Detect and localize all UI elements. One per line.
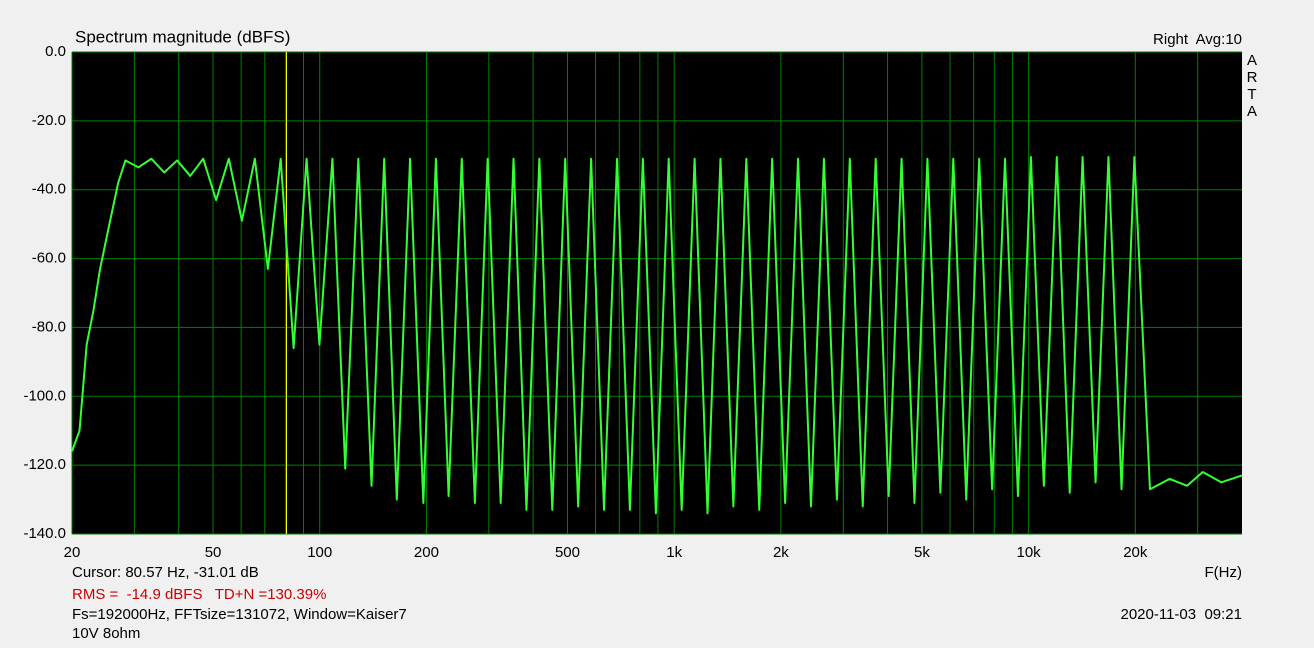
x-tick-label: 2k <box>773 544 789 561</box>
x-axis-label: F(Hz) <box>1205 564 1243 581</box>
rms-readout: RMS = -14.9 dBFS TD+N =130.39% <box>72 586 326 603</box>
brand-letter: A <box>1247 52 1257 69</box>
y-tick-label: -120.0 <box>23 456 66 473</box>
brand-letter: A <box>1247 103 1257 120</box>
chart-title: Spectrum magnitude (dBFS) <box>75 27 290 46</box>
spectrum-line <box>71 156 1243 515</box>
cursor-readout: Cursor: 80.57 Hz, -31.01 dB <box>72 564 259 581</box>
x-tick-label: 200 <box>414 544 439 561</box>
x-tick-label: 20 <box>64 544 81 561</box>
x-tick-label: 10k <box>1017 544 1042 561</box>
x-tick-label: 1k <box>666 544 682 561</box>
timestamp: 2020-11-03 09:21 <box>1121 606 1243 623</box>
y-tick-label: 0.0 <box>45 43 66 60</box>
settings-text: Fs=192000Hz, FFTsize=131072, Window=Kais… <box>72 606 407 623</box>
y-tick-label: -140.0 <box>23 525 66 542</box>
y-tick-label: -100.0 <box>23 387 66 404</box>
brand-letter: R <box>1247 69 1258 86</box>
channel-label: Right Avg:10 <box>1153 31 1242 48</box>
x-tick-label: 100 <box>307 544 332 561</box>
y-tick-label: -80.0 <box>32 318 66 335</box>
note: 10V 8ohm <box>72 625 140 642</box>
x-tick-label: 5k <box>914 544 930 561</box>
x-tick-label: 50 <box>205 544 222 561</box>
x-tick-label: 500 <box>555 544 580 561</box>
y-tick-label: -20.0 <box>32 112 66 129</box>
brand-letter: T <box>1247 86 1256 103</box>
y-tick-label: -40.0 <box>32 181 66 198</box>
y-tick-label: -60.0 <box>32 250 66 267</box>
plot-area <box>72 52 1242 534</box>
x-tick-label: 20k <box>1123 544 1148 561</box>
